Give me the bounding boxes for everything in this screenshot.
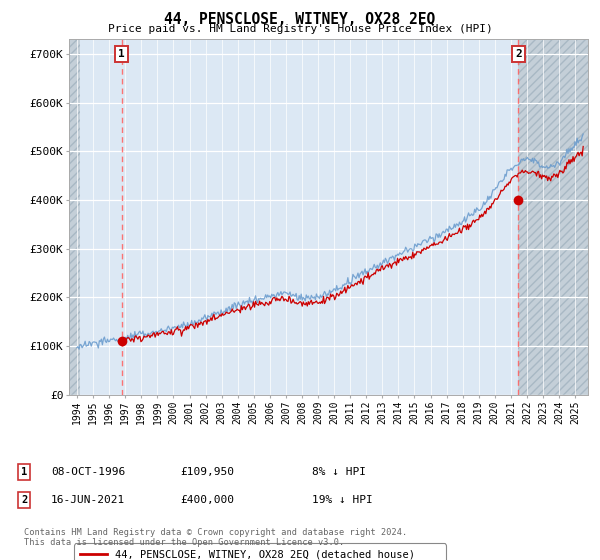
Text: 1: 1 — [118, 49, 125, 59]
Bar — [518, 39, 588, 395]
Text: 1: 1 — [21, 467, 27, 477]
Text: 2: 2 — [21, 495, 27, 505]
Text: 2: 2 — [515, 49, 521, 59]
Text: Price paid vs. HM Land Registry's House Price Index (HPI): Price paid vs. HM Land Registry's House … — [107, 24, 493, 34]
Text: Contains HM Land Registry data © Crown copyright and database right 2024.
This d: Contains HM Land Registry data © Crown c… — [24, 528, 407, 547]
Text: £400,000: £400,000 — [180, 495, 234, 505]
Text: 08-OCT-1996: 08-OCT-1996 — [51, 467, 125, 477]
Legend: 44, PENSCLOSE, WITNEY, OX28 2EQ (detached house), HPI: Average price, detached h: 44, PENSCLOSE, WITNEY, OX28 2EQ (detache… — [74, 543, 446, 560]
Text: £109,950: £109,950 — [180, 467, 234, 477]
Bar — [69, 39, 80, 395]
Text: 19% ↓ HPI: 19% ↓ HPI — [312, 495, 373, 505]
Text: 8% ↓ HPI: 8% ↓ HPI — [312, 467, 366, 477]
Text: 44, PENSCLOSE, WITNEY, OX28 2EQ: 44, PENSCLOSE, WITNEY, OX28 2EQ — [164, 12, 436, 27]
Text: 16-JUN-2021: 16-JUN-2021 — [51, 495, 125, 505]
